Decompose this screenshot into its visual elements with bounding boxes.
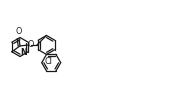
Text: O: O: [16, 27, 22, 36]
Text: N: N: [20, 48, 27, 57]
Text: O: O: [27, 40, 33, 49]
Text: Cl: Cl: [44, 57, 52, 66]
